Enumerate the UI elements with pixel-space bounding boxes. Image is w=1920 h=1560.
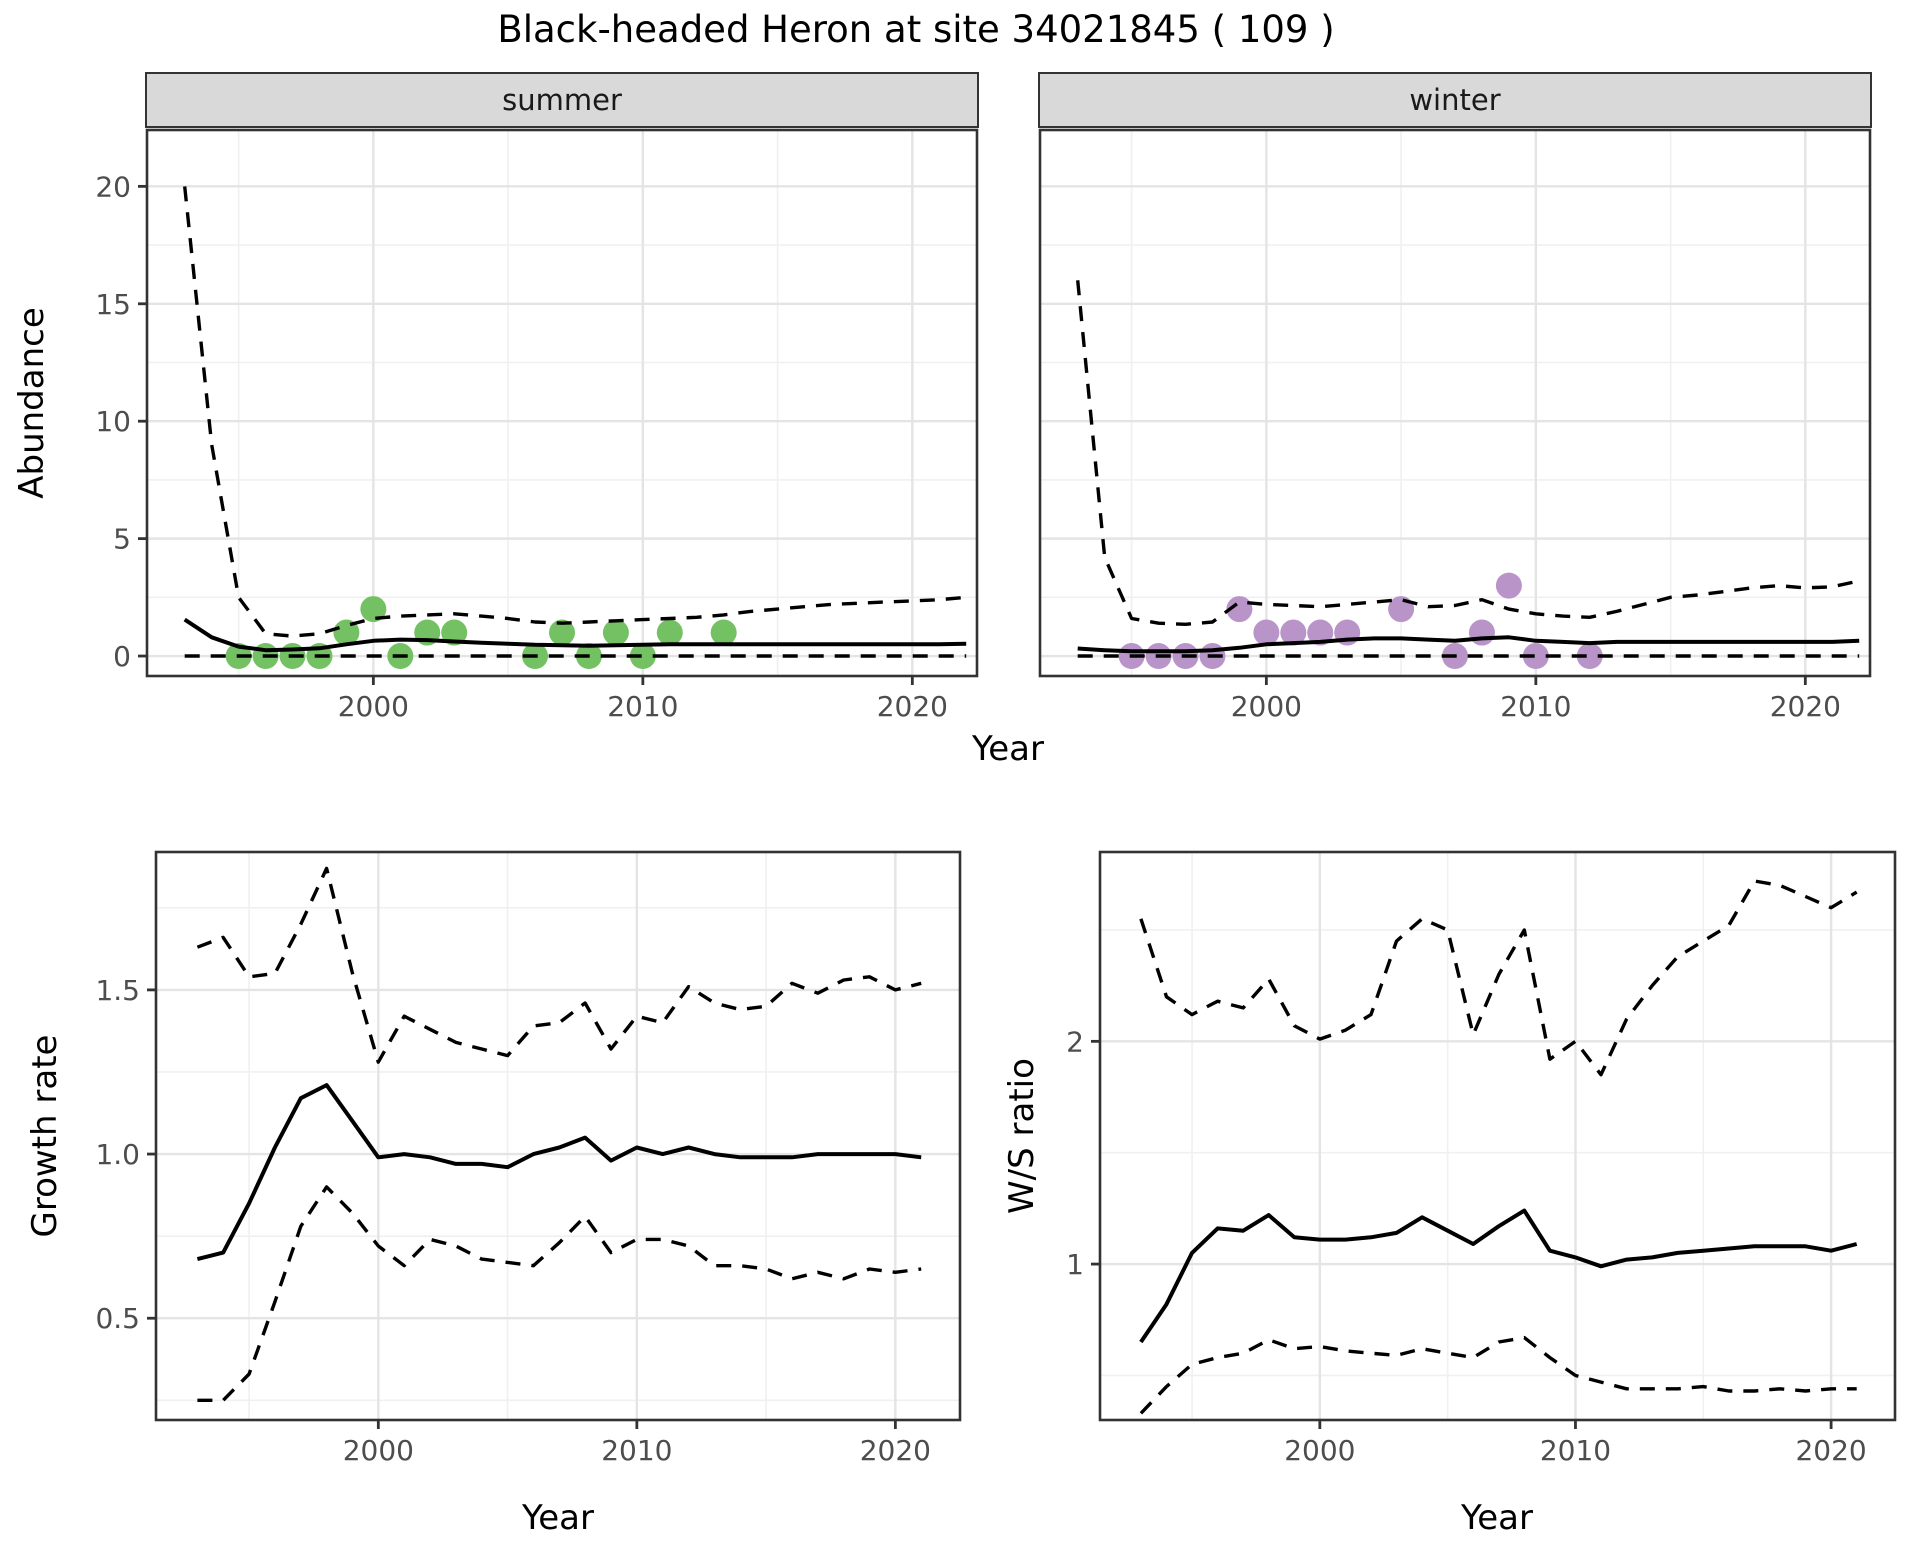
svg-text:2020: 2020 bbox=[877, 690, 948, 723]
svg-text:1.5: 1.5 bbox=[95, 974, 140, 1007]
summer-panel: 2000 2010 2020 0 5 10 15 20 bbox=[95, 128, 979, 723]
ws-year-axis-title: Year bbox=[1461, 1498, 1533, 1538]
svg-text:10: 10 bbox=[95, 405, 131, 438]
abundance-axis-title: Abundance bbox=[12, 307, 52, 499]
svg-text:1.0: 1.0 bbox=[95, 1138, 140, 1171]
svg-text:15: 15 bbox=[95, 288, 131, 321]
summer-median-line bbox=[183, 617, 967, 653]
growth-rate-axis-title: Growth rate bbox=[25, 1034, 65, 1238]
growth-year-axis-title: Year bbox=[522, 1498, 594, 1538]
svg-text:2010: 2010 bbox=[601, 1434, 672, 1467]
facet-strip-winter: winter bbox=[1038, 72, 1872, 128]
facet-strip-winter-label: winter bbox=[1409, 83, 1501, 117]
winter-panel: 2000 2010 2020 bbox=[1038, 128, 1872, 723]
facet-strip-summer: summer bbox=[145, 72, 979, 128]
ws-median-line bbox=[1139, 1208, 1858, 1344]
plot-title: Black-headed Heron at site 34021845 ( 10… bbox=[497, 8, 1335, 51]
svg-text:20: 20 bbox=[95, 170, 131, 203]
growth-median-line bbox=[196, 1083, 922, 1262]
svg-text:0: 0 bbox=[113, 640, 131, 673]
svg-text:2010: 2010 bbox=[607, 690, 678, 723]
ws-panel: 2000 2010 2020 1 2 bbox=[1066, 850, 1897, 1467]
svg-text:2010: 2010 bbox=[1500, 690, 1571, 723]
svg-text:2020: 2020 bbox=[1795, 1434, 1866, 1467]
svg-text:2010: 2010 bbox=[1540, 1434, 1611, 1467]
svg-text:2: 2 bbox=[1066, 1025, 1084, 1058]
growth-upper_ci-line bbox=[196, 866, 922, 1064]
svg-text:2020: 2020 bbox=[1770, 690, 1841, 723]
ws-upper_ci-line bbox=[1139, 879, 1858, 1077]
svg-text:2000: 2000 bbox=[343, 1434, 414, 1467]
svg-text:2020: 2020 bbox=[860, 1434, 931, 1467]
winter-median-line bbox=[1077, 635, 1860, 654]
facet-strip-summer-label: summer bbox=[502, 83, 622, 117]
svg-text:0.5: 0.5 bbox=[95, 1302, 140, 1335]
ws-lower_ci-line bbox=[1139, 1335, 1857, 1415]
svg-text:2000: 2000 bbox=[1284, 1434, 1355, 1467]
svg-text:5: 5 bbox=[113, 523, 131, 556]
ws-ratio-axis-title: W/S ratio bbox=[1002, 1058, 1042, 1214]
growth-panel: 2000 2010 2020 0.5 1.0 1.5 bbox=[95, 850, 962, 1467]
top-year-axis-title: Year bbox=[972, 729, 1044, 769]
svg-text:2000: 2000 bbox=[1231, 690, 1302, 723]
winter-upper_ci-line bbox=[1076, 280, 1860, 626]
growth-lower_ci-line bbox=[197, 1185, 922, 1402]
svg-text:2000: 2000 bbox=[338, 690, 409, 723]
svg-text:1: 1 bbox=[1066, 1248, 1084, 1281]
